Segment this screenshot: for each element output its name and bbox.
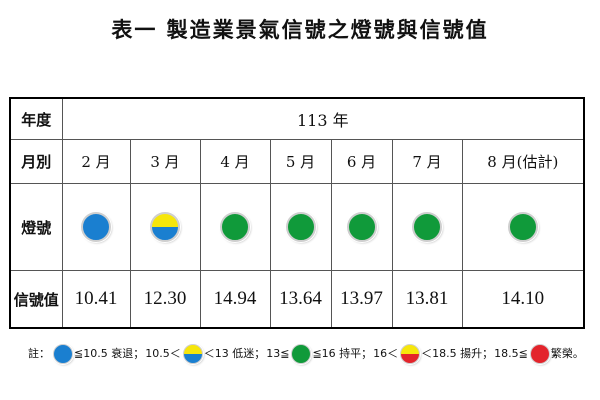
month-cell: 7 月: [391, 139, 463, 184]
signal-table: 年度 113 年 月別 2 月 3 月 4 月 5 月 6 月 7 月 8 月(…: [9, 97, 586, 329]
lamp-cell: [461, 183, 585, 271]
legend-post: ≦16 持平；: [312, 347, 373, 360]
month-cell: 8 月(估計): [461, 139, 585, 184]
lamp-cell: [330, 183, 393, 271]
legend-item-stable: 13≦ ≦16 持平；: [266, 343, 373, 365]
year-row: 年度 113 年: [9, 97, 585, 140]
lamp-cell: [61, 183, 131, 271]
month-cell: 4 月: [199, 139, 271, 184]
lamp-cell: [391, 183, 463, 271]
value-cell: 13.64: [269, 270, 332, 329]
month-cell: 5 月: [269, 139, 332, 184]
value-cell: 13.97: [330, 270, 393, 329]
green-lamp-icon: [291, 344, 312, 364]
value-row: 信號值 10.41 12.30 14.94 13.64 13.97 13.81 …: [9, 270, 585, 329]
legend-item-sluggish: 10.5＜ ＜13 低迷；: [145, 343, 266, 365]
legend-note: 註： ≦10.5 衰退； 10.5＜ ＜13 低迷； 13≦ ≦16 持平； 1…: [28, 343, 600, 365]
month-row: 月別 2 月 3 月 4 月 5 月 6 月 7 月 8 月(估計): [9, 139, 585, 184]
month-cell: 2 月: [61, 139, 131, 184]
lamp-header: 燈號: [9, 183, 63, 271]
legend-item-rising: 16＜ ＜18.5 揚升；: [373, 343, 494, 365]
legend-post: 繁榮。: [550, 347, 584, 360]
legend-post: ≦10.5 衰退；: [74, 347, 145, 360]
legend-prefix: 註：: [28, 347, 50, 360]
legend-pre: 16＜: [373, 347, 399, 360]
lamp-cell: [129, 183, 201, 271]
signal-lamp-icon: [412, 212, 442, 242]
legend-pre: 18.5≦: [494, 347, 528, 360]
legend-post: ＜18.5 揚升；: [421, 347, 494, 360]
signal-lamp-icon: [220, 212, 250, 242]
yellow-blue-lamp-icon: [182, 344, 203, 364]
year-header: 年度: [9, 97, 63, 140]
year-value: 113 年: [61, 97, 585, 140]
lamp-cell: [199, 183, 271, 271]
value-cell: 13.81: [391, 270, 463, 329]
signal-lamp-icon: [285, 212, 316, 242]
signal-lamp-icon: [81, 212, 111, 242]
month-cell: 3 月: [129, 139, 201, 184]
value-header: 信號值: [9, 270, 63, 329]
signal-lamp-icon: [150, 212, 180, 242]
value-cell: 10.41: [61, 270, 131, 329]
value-cell: 14.94: [199, 270, 271, 329]
red-lamp-icon: [529, 344, 550, 364]
month-header: 月別: [9, 139, 63, 184]
legend-pre: 10.5＜: [145, 347, 181, 360]
page-title: 表一 製造業景氣信號之燈號與信號值: [111, 18, 489, 42]
yellow-red-lamp-icon: [400, 344, 421, 364]
lamp-row: 燈號: [9, 183, 585, 271]
legend-pre: 13≦: [266, 347, 290, 360]
legend-item-boom: 18.5≦ 繁榮。: [494, 343, 585, 365]
legend-item-decline: ≦10.5 衰退；: [51, 343, 145, 365]
signal-lamp-icon: [507, 212, 538, 242]
month-cell: 6 月: [330, 139, 393, 184]
blue-lamp-icon: [53, 344, 73, 364]
lamp-cell: [269, 183, 332, 271]
value-cell: 14.10: [461, 270, 585, 329]
value-cell: 12.30: [129, 270, 201, 329]
legend-post: ＜13 低迷；: [203, 347, 266, 360]
signal-lamp-icon: [346, 212, 377, 242]
